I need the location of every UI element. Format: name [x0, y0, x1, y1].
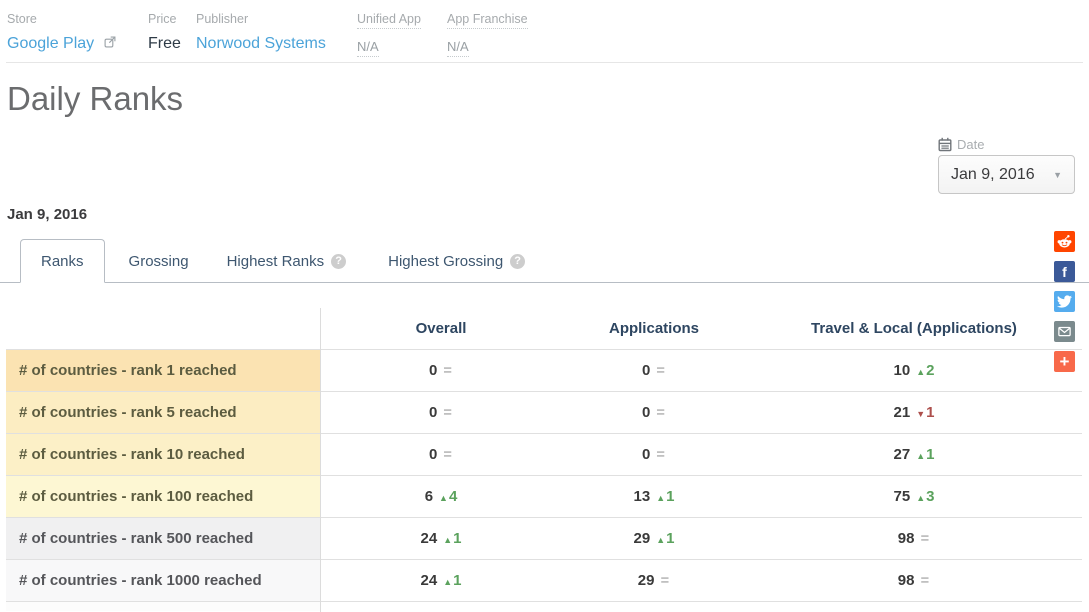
column-header-applications: Applications [608, 320, 699, 337]
store-field: Store Google Play [7, 12, 148, 57]
reddit-icon[interactable] [1054, 231, 1075, 252]
row-label: # of countries - rank 500 reached [6, 518, 320, 559]
publisher-field: Publisher Norwood Systems [196, 12, 357, 57]
cell-overall: 0 = [428, 446, 453, 463]
price-field: Price Free [148, 12, 196, 57]
cell-overall: 0 = [428, 362, 453, 379]
unified-app-field: Unified App N/A [357, 12, 447, 57]
date-select-value: Jan 9, 2016 [951, 165, 1035, 183]
help-icon[interactable]: ? [331, 253, 347, 269]
app-info-bar: Store Google Play Price Free Publisher N… [7, 12, 528, 57]
cell-applications: 13 ▲ 1 [633, 488, 675, 505]
tab-bar-underline [0, 282, 1089, 283]
cell-applications: 0 = [641, 404, 666, 421]
external-link-icon [103, 36, 117, 53]
unified-app-label: Unified App [357, 12, 421, 29]
share-toolbar: f + [1054, 231, 1075, 372]
table-header-row: Overall Applications Travel & Local (App… [6, 308, 1082, 350]
cell-travel-local: 27 ▲ 1 [893, 446, 935, 463]
selected-date-heading: Jan 9, 2016 [7, 206, 88, 223]
tab-bar: Ranks Grossing Highest Ranks ? Highest G… [20, 239, 526, 283]
facebook-glyph: f [1062, 263, 1067, 280]
cell-overall: 24 ▲ 1 [420, 572, 462, 589]
table-row-partial [6, 602, 1082, 611]
price-value: Free [148, 35, 181, 52]
facebook-icon[interactable]: f [1054, 261, 1075, 282]
cell-overall: 0 = [428, 404, 453, 421]
chevron-down-icon: ▼ [1053, 169, 1062, 180]
store-label: Store [7, 12, 37, 26]
tab-highest-grossing[interactable]: Highest Grossing ? [388, 239, 526, 283]
email-icon[interactable] [1054, 321, 1075, 342]
header-divider [6, 62, 1083, 63]
twitter-icon[interactable] [1054, 291, 1075, 312]
cell-travel-local: 98 = [897, 530, 930, 547]
row-label: # of countries - rank 100 reached [6, 476, 320, 517]
help-icon[interactable]: ? [510, 253, 526, 269]
cell-travel-local: 98 = [897, 572, 930, 589]
row-label: # of countries - rank 1 reached [6, 350, 320, 391]
cell-applications: 0 = [641, 446, 666, 463]
plus-glyph: + [1059, 352, 1070, 371]
price-label: Price [148, 12, 177, 26]
row-label [6, 602, 320, 611]
date-picker-label-row: Date [938, 137, 984, 152]
row-label: # of countries - rank 10 reached [6, 434, 320, 475]
tab-highest-ranks-label: Highest Ranks [226, 252, 325, 270]
row-label: # of countries - rank 5 reached [6, 392, 320, 433]
share-plus-icon[interactable]: + [1054, 351, 1075, 372]
calendar-icon [938, 137, 952, 152]
cell-travel-local: 21 ▼ 1 [893, 404, 935, 421]
table-row: # of countries - rank 500 reached 24 ▲ 1 2… [6, 518, 1082, 560]
column-header-travel-local: Travel & Local (Applications) [811, 320, 1017, 337]
cell-overall: 6 ▲ 4 [424, 488, 458, 505]
ranks-table: Overall Applications Travel & Local (App… [6, 308, 1082, 612]
table-column-divider [320, 308, 321, 612]
table-row: # of countries - rank 5 reached 0 = 0 = 21… [6, 392, 1082, 434]
date-select[interactable]: Jan 9, 2016 ▼ [938, 155, 1075, 194]
app-franchise-label: App Franchise [447, 12, 528, 29]
store-link[interactable]: Google Play [7, 35, 95, 52]
table-row: # of countries - rank 1 reached 0 = 0 = 10… [6, 350, 1082, 392]
tab-highest-ranks[interactable]: Highest Ranks ? [227, 239, 347, 283]
tab-grossing[interactable]: Grossing [129, 239, 189, 283]
table-row: # of countries - rank 1000 reached 24 ▲ 1 … [6, 560, 1082, 602]
cell-applications: 29 ▲ 1 [633, 530, 675, 547]
page-title: Daily Ranks [7, 80, 184, 117]
date-picker-label: Date [957, 137, 985, 152]
app-franchise-value: N/A [447, 39, 469, 57]
app-franchise-field: App Franchise N/A [447, 12, 528, 57]
publisher-label: Publisher [196, 12, 249, 26]
cell-travel-local: 75 ▲ 3 [893, 488, 935, 505]
tab-grossing-label: Grossing [128, 252, 189, 270]
cell-travel-local: 10 ▲ 2 [893, 362, 935, 379]
tab-ranks-label: Ranks [41, 252, 84, 270]
cell-applications: 29 = [637, 572, 670, 589]
row-label: # of countries - rank 1000 reached [6, 560, 320, 601]
unified-app-value: N/A [357, 39, 379, 57]
tab-ranks[interactable]: Ranks [20, 239, 105, 283]
table-row: # of countries - rank 10 reached 0 = 0 = 2… [6, 434, 1082, 476]
tab-highest-grossing-label: Highest Grossing [388, 252, 504, 270]
table-row: # of countries - rank 100 reached 6 ▲ 4 13… [6, 476, 1082, 518]
cell-applications: 0 = [641, 362, 666, 379]
column-header-overall: Overall [415, 320, 467, 337]
publisher-link[interactable]: Norwood Systems [196, 35, 326, 52]
cell-overall: 24 ▲ 1 [420, 530, 462, 547]
